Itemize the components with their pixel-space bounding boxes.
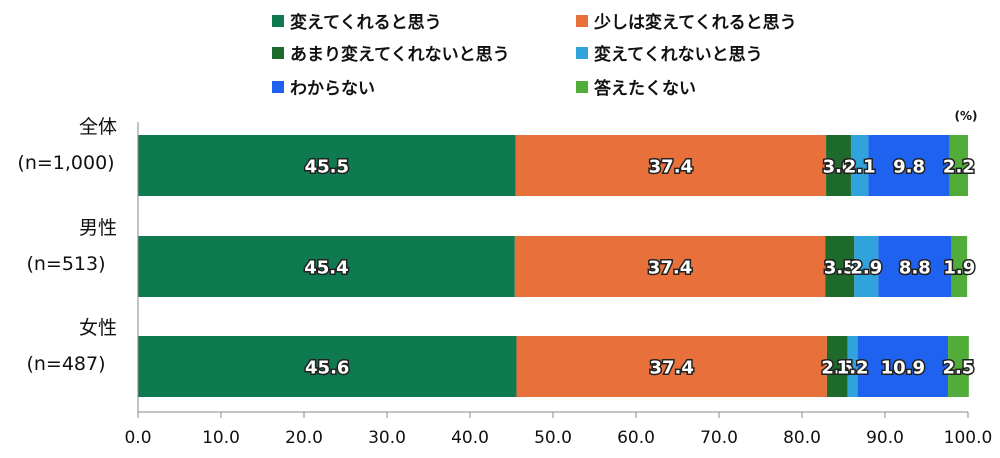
bar-segment: [138, 336, 517, 397]
bar-segment: [826, 135, 851, 196]
bar-segment: [826, 336, 848, 397]
bar-segment: [514, 236, 826, 297]
data-label: 8.8: [899, 258, 931, 279]
data-label: 37.4: [649, 157, 693, 178]
legend-label: 答えたくない: [594, 79, 696, 99]
data-label: 2.1: [844, 157, 876, 178]
x-tick-label: 30.0: [368, 428, 406, 448]
category-label: 男性: [79, 217, 117, 239]
legend-label: わからない: [290, 79, 375, 99]
legend-label: あまり変えてくれないと思う: [290, 45, 510, 65]
data-label: 1.2: [837, 358, 869, 379]
bar-segment: [857, 336, 949, 397]
unit-label: (%): [955, 109, 978, 123]
legend-swatch: [576, 46, 588, 59]
x-tick-label: 10.0: [202, 428, 240, 448]
x-tick-label: 80.0: [783, 428, 821, 448]
bar-segment: [949, 135, 968, 196]
bar-segment: [878, 236, 952, 297]
data-label: 2.9: [850, 258, 882, 279]
legend-item: わからない: [272, 74, 375, 99]
data-label: 2.5: [821, 358, 853, 379]
legend-swatch: [576, 80, 588, 93]
legend-swatch: [576, 14, 588, 27]
x-tick-label: 70.0: [700, 428, 738, 448]
x-tick-label: 0.0: [124, 428, 151, 448]
legend-item: 変えてくれると思う: [272, 8, 442, 33]
x-tick-label: 40.0: [451, 428, 489, 448]
data-label: 1.9: [943, 258, 975, 279]
bar-segment: [854, 236, 879, 297]
bar-segment: [515, 135, 827, 196]
bar-segment: [847, 336, 858, 397]
data-label: 9.8: [893, 157, 925, 178]
category-label: 全体: [79, 116, 117, 138]
category-n-label: (n=1,000): [17, 152, 114, 174]
legend-swatch: [272, 46, 284, 59]
category-n-label: (n=487): [26, 353, 105, 375]
bar-segment: [850, 135, 869, 196]
legend-item: 変えてくれないと思う: [576, 40, 763, 65]
data-label: 2.5: [943, 358, 975, 379]
data-label: 37.4: [649, 358, 693, 379]
x-tick-label: 90.0: [866, 428, 904, 448]
legend-swatch: [272, 14, 284, 27]
data-label: 10.9: [881, 358, 925, 379]
data-label: 37.4: [648, 258, 692, 279]
x-tick-label: 50.0: [534, 428, 572, 448]
bar-segment: [948, 336, 969, 397]
legend-item: 少しは変えてくれると思う: [576, 8, 797, 33]
data-label: 3.0: [823, 157, 855, 178]
legend-label: 変えてくれると思う: [290, 13, 442, 33]
category-label: 女性: [79, 317, 117, 339]
data-label: 2.2: [943, 157, 975, 178]
bar-segment: [951, 236, 968, 297]
category-n-label: (n=513): [26, 253, 105, 275]
legend-label: 少しは変えてくれると思う: [594, 13, 797, 33]
data-label: 45.4: [304, 258, 348, 279]
legend-item: 答えたくない: [576, 74, 696, 99]
legend-swatch: [272, 80, 284, 93]
x-tick-label: 60.0: [617, 428, 655, 448]
bar-segment: [516, 336, 827, 397]
x-tick-label: 100.0: [944, 428, 993, 448]
bar-segment: [825, 236, 855, 297]
data-label: 45.6: [305, 358, 349, 379]
bar-segment: [138, 135, 516, 196]
legend-label: 変えてくれないと思う: [594, 45, 763, 65]
x-tick-label: 20.0: [285, 428, 323, 448]
bar-segment: [138, 236, 515, 297]
bar-segment: [868, 135, 950, 196]
legend-item: あまり変えてくれないと思う: [272, 40, 510, 65]
data-label: 45.5: [305, 157, 349, 178]
data-label: 3.5: [824, 258, 856, 279]
